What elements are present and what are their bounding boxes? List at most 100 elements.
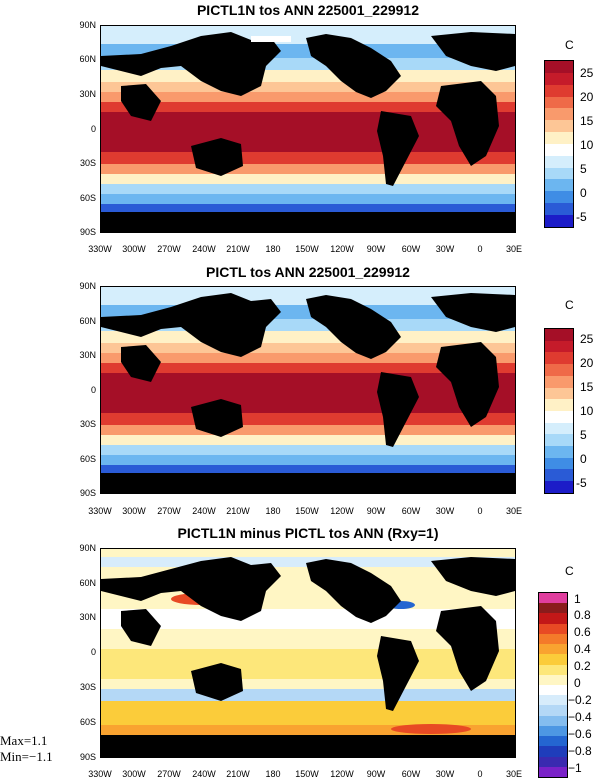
lat-label: 30N <box>79 612 96 622</box>
colorbar-segment <box>539 684 567 696</box>
colorbar-segment <box>545 457 573 470</box>
lat-label: 0 <box>90 647 96 657</box>
lat-label: 60S <box>79 717 96 727</box>
lon-label: 300W <box>122 769 146 779</box>
colorbar-segment <box>539 736 567 747</box>
colorbar-segment <box>545 434 573 447</box>
panel-difference: PICTL1N minus PICTL tos ANN (Rxy=1) <box>0 522 602 782</box>
lon-label: 210W <box>226 244 250 254</box>
colorbar-segment <box>545 167 573 180</box>
colorbar-segment <box>539 623 567 634</box>
colorbar-label: −0.4 <box>568 710 592 724</box>
colorbar-segment <box>545 96 573 109</box>
colorbar-unit: C <box>565 38 574 52</box>
colorbar-segment <box>545 422 573 435</box>
lon-label: 180 <box>265 506 281 516</box>
colorbar-segment <box>545 155 573 168</box>
lon-label: 330W <box>88 769 112 779</box>
panel-title: PICTL1N minus PICTL tos ANN (Rxy=1) <box>177 525 439 541</box>
colorbar-label: 25 <box>580 66 594 80</box>
lon-label: 330W <box>88 506 112 516</box>
colorbar-unit: C <box>565 564 574 578</box>
lon-label: 330W <box>88 244 112 254</box>
colorbar-segment <box>545 61 573 73</box>
colorbar-label: 20 <box>580 90 594 104</box>
lat-label: 30N <box>79 350 96 360</box>
lon-label: 150W <box>295 769 319 779</box>
panel-pictl1n: PICTL1N tos ANN 225001_229912 <box>0 0 602 260</box>
colorbar-segment <box>545 179 573 192</box>
lon-label: 270W <box>157 506 181 516</box>
lat-label: 30N <box>79 89 96 99</box>
lat-label: 60S <box>79 454 96 464</box>
colorbar-label: 20 <box>580 356 594 370</box>
stat-min: Min=−1.1 <box>0 749 53 764</box>
lon-label: 300W <box>122 244 146 254</box>
lon-label: 60W <box>401 244 421 254</box>
lat-label: 30S <box>79 682 96 692</box>
lon-label: 0 <box>477 769 483 779</box>
lat-label: 30S <box>79 419 96 429</box>
colorbar-label: −0.2 <box>568 693 592 707</box>
colorbar-segment <box>539 766 567 777</box>
colorbar-label: 1 <box>574 592 581 606</box>
difference-map <box>100 548 516 758</box>
colorbar-segment <box>539 756 567 767</box>
lon-label: 30W <box>435 769 455 779</box>
colorbar-segment <box>545 214 573 227</box>
lon-label: 180 <box>265 244 281 254</box>
colorbar-segment <box>539 644 567 655</box>
colorbar-label: 0 <box>580 452 587 466</box>
lat-label: 30S <box>79 158 96 168</box>
lon-label: 210W <box>226 769 250 779</box>
lon-label: 60W <box>401 769 421 779</box>
colorbar-segment <box>545 446 573 458</box>
colorbar-label: −1 <box>568 761 582 775</box>
colorbar-segment <box>545 120 573 133</box>
lon-label: 240W <box>192 506 216 516</box>
colorbar-segment <box>545 352 573 365</box>
colorbar-segment <box>545 387 573 400</box>
sst-map <box>100 286 516 494</box>
lon-label: 90W <box>366 506 386 516</box>
colorbar-label: 0 <box>580 186 587 200</box>
lat-label: 90S <box>79 488 96 498</box>
colorbar-segment <box>545 143 573 156</box>
colorbar-label: 5 <box>580 428 587 442</box>
lon-label: 210W <box>226 506 250 516</box>
lat-label: 90S <box>79 752 96 762</box>
lon-label: 180 <box>265 769 281 779</box>
sst-map-graphic <box>101 287 515 493</box>
colorbar-label: 0.2 <box>574 659 591 673</box>
colorbar <box>538 592 568 778</box>
colorbar-unit: C <box>565 298 574 312</box>
colorbar-label: −0.8 <box>568 744 592 758</box>
colorbar-segment <box>539 705 567 716</box>
colorbar-segment <box>539 715 567 726</box>
lat-label: 60S <box>79 193 96 203</box>
lat-label: 90N <box>79 281 96 291</box>
colorbar-label: 10 <box>580 138 594 152</box>
lon-label: 90W <box>366 244 386 254</box>
colorbar-segment <box>545 84 573 97</box>
colorbar-segment <box>539 633 567 645</box>
colorbar-segment <box>539 664 567 675</box>
colorbar-segment <box>545 72 573 85</box>
colorbar-segment <box>545 410 573 423</box>
panel-title: PICTL1N tos ANN 225001_229912 <box>196 2 420 18</box>
lon-label: 270W <box>157 244 181 254</box>
colorbar-segment <box>545 132 573 144</box>
lon-label: 0 <box>477 244 483 254</box>
lat-label: 90N <box>79 543 96 553</box>
colorbar-label: 10 <box>580 404 594 418</box>
colorbar-segment <box>539 674 567 685</box>
panel-title: PICTL tos ANN 225001_229912 <box>206 264 410 280</box>
colorbar-segment <box>545 481 573 493</box>
lon-label: 30W <box>435 506 455 516</box>
colorbar-segment <box>545 191 573 204</box>
colorbar-label: 0 <box>574 676 581 690</box>
colorbar-segment <box>545 203 573 215</box>
lon-label: 0 <box>477 506 483 516</box>
lon-label: 240W <box>192 769 216 779</box>
colorbar-label: 0.8 <box>574 608 591 622</box>
